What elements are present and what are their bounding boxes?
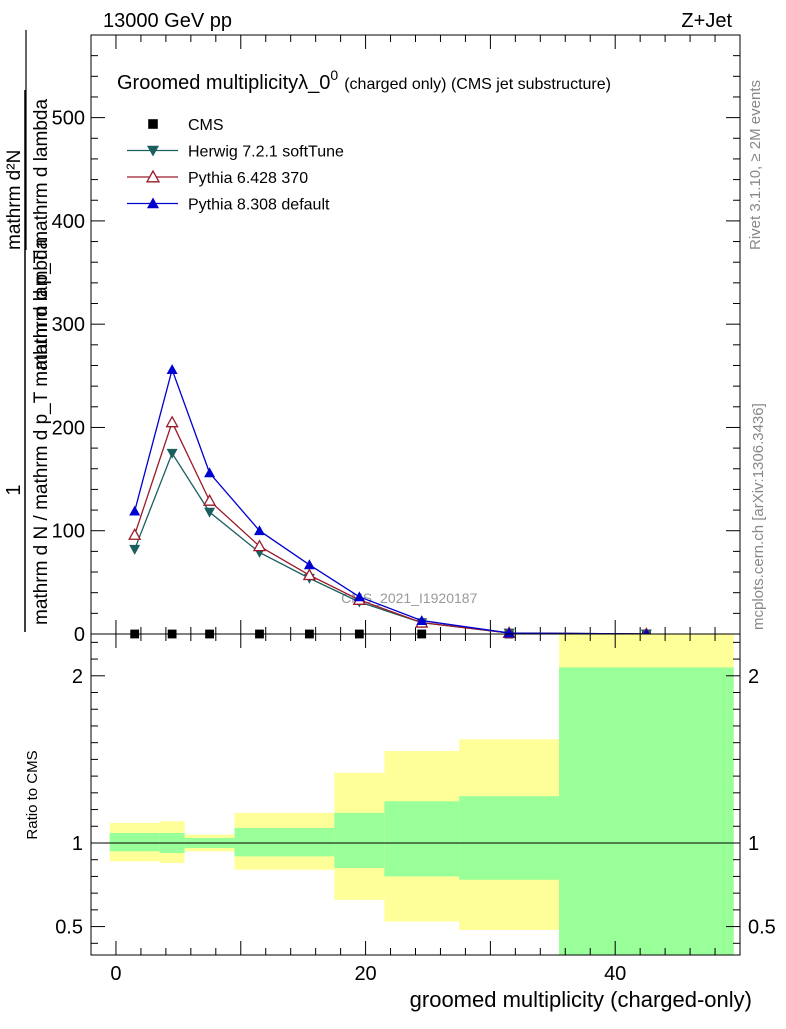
- legend-marker: [147, 197, 159, 209]
- legend-label: Herwig 7.2.1 softTune: [188, 144, 344, 161]
- data-point: [204, 507, 216, 518]
- analysis-watermark: CMS_2021_I1920187: [341, 590, 477, 606]
- data-point: [303, 559, 315, 570]
- data-point: [253, 525, 265, 536]
- mcplots-label: mcplots.cern.ch [arXiv:1306.3436]: [750, 403, 767, 630]
- data-point: [165, 415, 179, 428]
- ratio-panel: 0.5 0.5 1 1 2 2 0 20 40 Ratio to CMS groomed mu…: [24, 633, 776, 1012]
- series-line: [134, 451, 647, 635]
- ratio-stat-band: [459, 796, 560, 880]
- data-point: [302, 568, 317, 581]
- energy-label: 13000 GeV pp: [103, 10, 232, 32]
- main-y-tick-label: 400: [52, 211, 85, 233]
- main-y-tick-label: 100: [52, 521, 85, 543]
- legend-marker: [147, 145, 159, 157]
- process-label: Z+Jet: [681, 10, 732, 32]
- main-y-axis-label: 1 mathrm d N / mathrm d p_T mathrm d lam…: [3, 30, 52, 632]
- main-title-text: Groomed multiplicityλ_0: [117, 72, 330, 94]
- data-point: [129, 544, 141, 555]
- data-point: [416, 615, 428, 625]
- ratio-y-axis-label: Ratio to CMS: [24, 750, 41, 839]
- data-point: [166, 364, 178, 375]
- rivet-label: Rivet 3.1.10, ≥ 2M events: [747, 80, 764, 250]
- legend-label: Pythia 8.308 default: [188, 197, 330, 214]
- data-point: [128, 528, 142, 540]
- ratio-stat-band: [234, 827, 335, 857]
- ylabel-denominator: mathrm d N / mathrm d p_T mathrm d lambd…: [31, 238, 52, 625]
- ratio-y-tick-label-right: 0.5: [748, 917, 776, 939]
- x-axis-label: groomed multiplicity (charged-only): [410, 987, 752, 1012]
- data-point: [129, 505, 141, 516]
- ratio-y-tick-label: 1: [72, 833, 83, 855]
- data-point: [204, 467, 216, 478]
- ylabel-numerator: 1: [3, 484, 25, 495]
- main-y-tick-label: 0: [74, 624, 85, 646]
- ratio-y-tick-labels: 0.5 0.5 1 1 2 2: [55, 666, 776, 939]
- legend-item: CMS: [148, 117, 224, 134]
- ylabel-top-denominator: mathrm d p_T mathrm d lambda: [31, 99, 52, 370]
- legend-marker: [148, 119, 158, 129]
- data-point: [252, 539, 267, 552]
- ratio-bands: [109, 634, 734, 955]
- ratio-y-tick-label-right: 2: [748, 666, 759, 688]
- main-y-tick-label: 300: [52, 314, 85, 336]
- ratio-stat-band: [109, 832, 160, 852]
- legend-item: Pythia 8.308 default: [127, 197, 330, 214]
- legend-item: Pythia 6.428 370: [127, 169, 308, 187]
- legend-label: Pythia 6.428 370: [188, 170, 308, 187]
- ratio-axis-ticks: [91, 634, 741, 955]
- data-point: [166, 448, 178, 459]
- ylabel-top-numerator: mathrm d²N: [4, 150, 25, 250]
- ratio-y-tick-label: 2: [72, 666, 83, 688]
- main-y-tick-label: 200: [52, 417, 85, 439]
- x-tick-label: 20: [354, 963, 376, 985]
- main-title-superscript: 0: [330, 67, 338, 83]
- main-y-tick-label: 500: [52, 108, 85, 130]
- ratio-stat-band: [384, 801, 460, 877]
- legend-label: CMS: [188, 117, 224, 134]
- data-point: [202, 493, 217, 506]
- ratio-stat-band: [334, 812, 385, 869]
- legend: CMS Herwig 7.2.1 softTune Pythia 6.428 370…: [127, 117, 344, 214]
- data-point: [353, 591, 365, 602]
- x-tick-label: 0: [110, 963, 121, 985]
- x-tick-labels: 0 20 40: [110, 963, 626, 985]
- main-subtitle: (charged only) (CMS jet substructure): [344, 76, 611, 93]
- ratio-y-tick-label: 0.5: [55, 917, 83, 939]
- x-tick-label: 40: [604, 963, 626, 985]
- data-point: [503, 627, 515, 638]
- main-y-tick-labels: 0 100 200 300 400 500: [52, 108, 85, 646]
- ratio-stat-band: [559, 667, 734, 955]
- legend-item: Herwig 7.2.1 softTune: [127, 144, 344, 161]
- main-title: Groomed multiplicityλ_00 (charged only) (…: [117, 67, 611, 94]
- legend-marker: [145, 169, 161, 183]
- main-panel: 0 100 200 300 400 500 CMS_2021_I1920187 Groom…: [52, 34, 741, 646]
- ratio-y-tick-label-right: 1: [748, 833, 759, 855]
